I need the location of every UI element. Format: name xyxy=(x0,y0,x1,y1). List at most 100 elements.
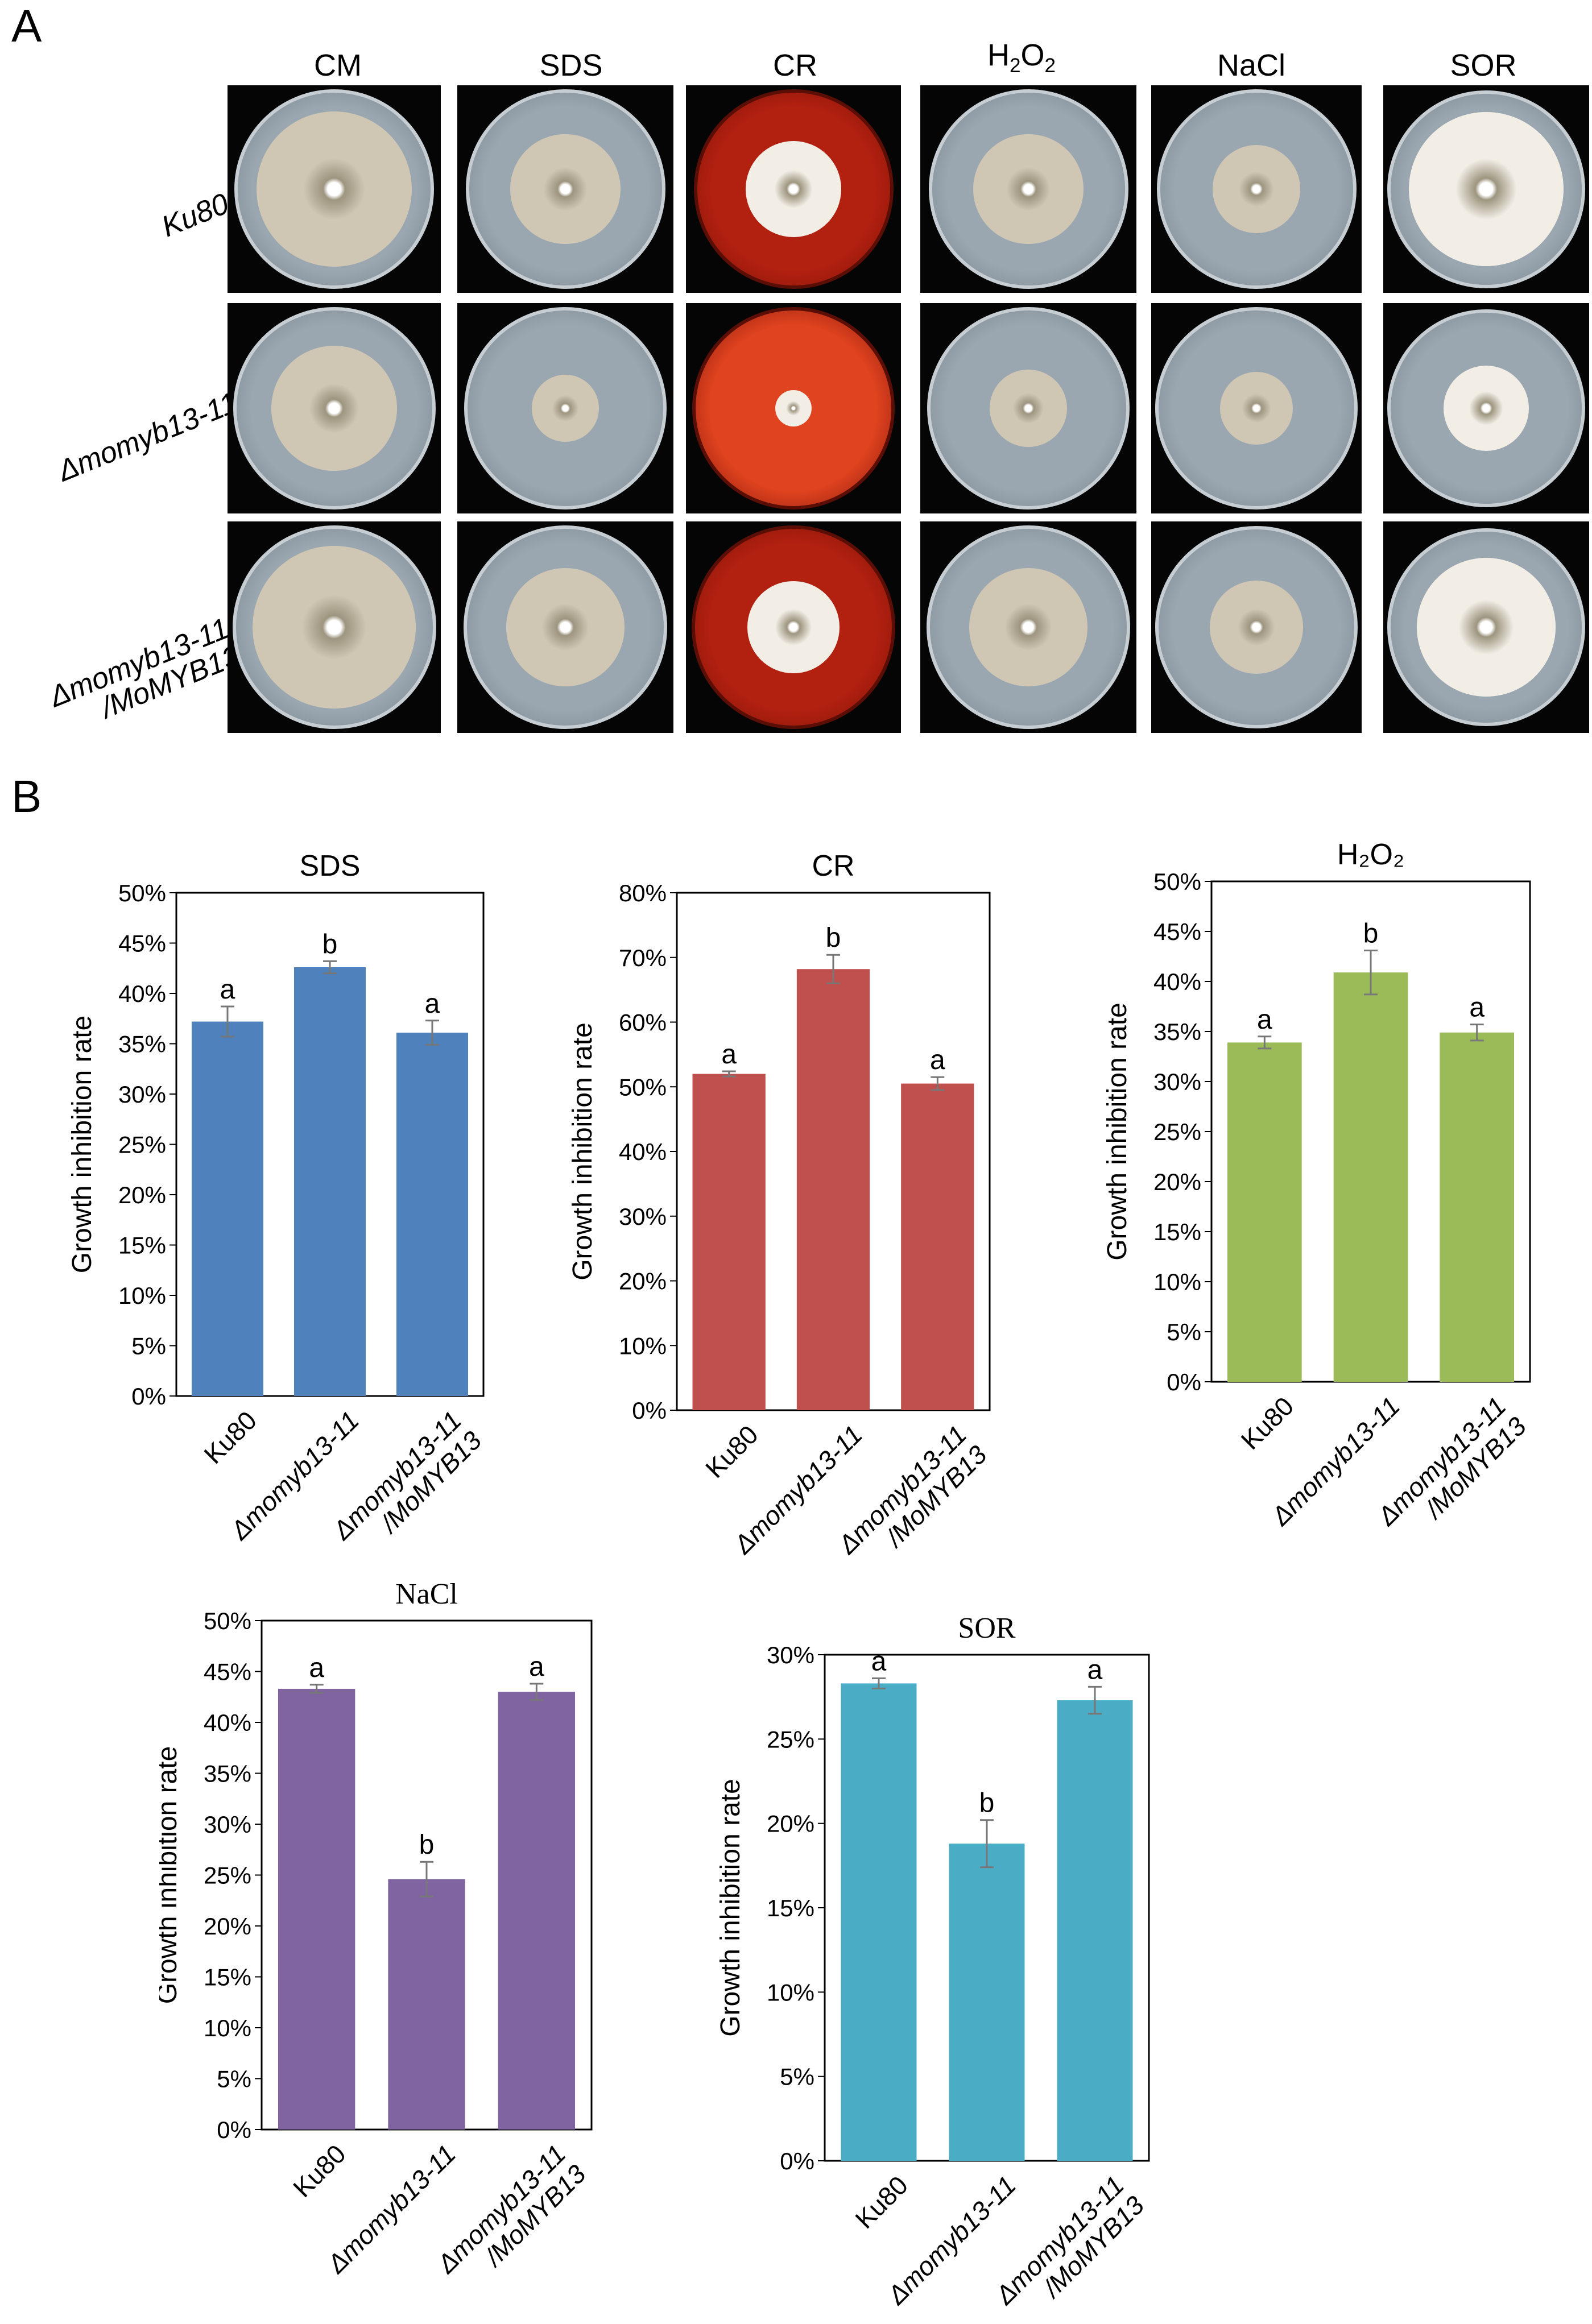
y-tick-label: 20% xyxy=(118,1182,166,1208)
fungal-colony xyxy=(1444,366,1529,451)
x-tick-label-line: Ku80 xyxy=(198,1405,262,1469)
fungal-colony xyxy=(532,375,599,442)
panel-label-a: A xyxy=(11,1,42,51)
y-tick-label: 40% xyxy=(619,1138,667,1165)
bar xyxy=(949,1844,1025,2161)
plate-ku80-cr xyxy=(686,85,901,293)
plate-ku80-nacl xyxy=(1151,85,1362,293)
fungal-colony xyxy=(747,581,840,673)
y-tick-label: 50% xyxy=(619,1074,667,1100)
y-tick-label: 5% xyxy=(1167,1319,1201,1345)
plate-complemented-h2o2 xyxy=(920,521,1136,733)
x-tick-label: Ku80 xyxy=(700,1419,764,1484)
x-tick-label: Ku80 xyxy=(1235,1391,1300,1455)
significance-letter: a xyxy=(1469,993,1485,1023)
bar xyxy=(841,1683,917,2161)
row-label-mutant: Δmomyb13-11 xyxy=(52,386,242,488)
y-tick-label: 35% xyxy=(1153,1018,1201,1045)
significance-letter: b xyxy=(419,1830,435,1860)
chart-title: CR xyxy=(812,850,854,883)
x-tick-label: Ku80 xyxy=(287,2139,352,2203)
chart-cr: CR 0% 10% 20% 30% 40% 50% 60% 70% 80% Growth inhib… xyxy=(568,850,993,1560)
plate-mutant-cr xyxy=(686,303,901,513)
petri-dish xyxy=(464,525,667,729)
significance-letter: b xyxy=(826,923,841,953)
bar xyxy=(396,1033,468,1396)
fungal-colony xyxy=(973,134,1084,245)
plate-complemented-sds xyxy=(457,521,673,733)
fungal-colony xyxy=(969,568,1087,686)
chart-nacl: NaCl 0% 5% 10% 15% 20% 25% 30% 35% 40% 45% 50% Growt… xyxy=(159,1578,593,2279)
y-tick-label: 45% xyxy=(204,1659,251,1685)
x-tick-label: Ku80 xyxy=(198,1405,262,1469)
y-tick-label: 0% xyxy=(1167,1369,1201,1395)
chart-h2o2: H₂O₂ 0% 5% 10% 15% 20% 25% 30% 35% 40% 45% 50% Growt… xyxy=(1102,838,1532,1531)
plate-ku80-cm xyxy=(228,85,441,293)
y-tick-label: 30% xyxy=(767,1642,814,1668)
y-axis-label: Growth inhibition rate xyxy=(67,1016,97,1274)
x-tick-label-line: Ku80 xyxy=(1235,1391,1300,1455)
column-header-nacl: NaCl xyxy=(1217,48,1286,82)
y-tick-label: 25% xyxy=(767,1726,814,1753)
bar xyxy=(192,1021,263,1396)
y-tick-label: 70% xyxy=(619,944,667,971)
column-header-h2o2: H2O2 xyxy=(987,38,1056,77)
chart-title: SOR xyxy=(958,1612,1015,1644)
bar xyxy=(692,1074,766,1410)
y-tick-label: 60% xyxy=(619,1009,667,1036)
fungal-colony xyxy=(1210,581,1303,674)
plate-mutant-h2o2 xyxy=(920,303,1136,513)
y-tick-label: 15% xyxy=(204,1964,251,1991)
row-label-ku80: Ku80 xyxy=(156,187,233,244)
bar xyxy=(498,1692,575,2130)
y-tick-label: 80% xyxy=(619,880,667,906)
y-tick-label: 10% xyxy=(204,2015,251,2041)
fungal-colony xyxy=(1409,111,1564,267)
y-tick-label: 30% xyxy=(118,1081,166,1108)
y-tick-label: 30% xyxy=(619,1203,667,1230)
y-tick-label: 50% xyxy=(118,880,166,906)
significance-letter: b xyxy=(1363,918,1379,948)
x-tick-label: Ku80 xyxy=(849,2170,913,2234)
bar xyxy=(294,967,366,1396)
y-tick-label: 10% xyxy=(619,1332,667,1359)
column-header-sor: SOR xyxy=(1450,48,1517,82)
y-tick-label: 10% xyxy=(118,1282,166,1309)
plate-mutant-sds xyxy=(457,303,673,513)
y-tick-label: 40% xyxy=(1153,968,1201,995)
fungal-colony xyxy=(506,568,625,686)
significance-letter: a xyxy=(930,1045,945,1075)
fungal-colony xyxy=(990,370,1067,447)
y-tick-label: 30% xyxy=(1153,1068,1201,1095)
fungal-colony xyxy=(1417,558,1556,697)
column-header-cr: CR xyxy=(773,48,817,82)
y-tick-label: 20% xyxy=(767,1811,814,1837)
panel-label-b: B xyxy=(11,771,42,822)
bar xyxy=(388,1879,465,2130)
y-tick-label: 50% xyxy=(1153,868,1201,895)
y-tick-label: 20% xyxy=(619,1268,667,1295)
petri-dish xyxy=(1155,307,1358,509)
plate-ku80-h2o2 xyxy=(920,85,1136,293)
y-tick-label: 15% xyxy=(767,1895,814,1921)
y-tick-label: 0% xyxy=(780,2148,814,2174)
plate-mutant-sor xyxy=(1383,303,1589,513)
plate-ku80-sds xyxy=(457,85,673,293)
chart-sor: SOR 0% 5% 10% 15% 20% 25% 30% Growth inhibition … xyxy=(716,1612,1150,2310)
fungal-colony xyxy=(775,390,812,427)
y-axis-label: Growth inhibition rate xyxy=(1102,1002,1132,1261)
fungal-colony xyxy=(253,545,416,709)
significance-letter: a xyxy=(1087,1655,1103,1685)
y-tick-label: 25% xyxy=(204,1862,251,1889)
significance-letter: b xyxy=(979,1788,995,1818)
chart-title: H₂O₂ xyxy=(1337,838,1404,871)
y-tick-label: 35% xyxy=(204,1760,251,1787)
y-tick-label: 15% xyxy=(1153,1219,1201,1245)
y-axis-label: Growth inhibition rate xyxy=(568,1022,598,1281)
y-tick-label: 10% xyxy=(767,1979,814,2006)
x-tick-label-line: Ku80 xyxy=(849,2170,913,2234)
x-tick-label-line: Ku80 xyxy=(700,1419,764,1484)
y-tick-label: 20% xyxy=(1153,1169,1201,1195)
y-tick-label: 20% xyxy=(204,1913,251,1940)
significance-letter: a xyxy=(721,1039,737,1070)
